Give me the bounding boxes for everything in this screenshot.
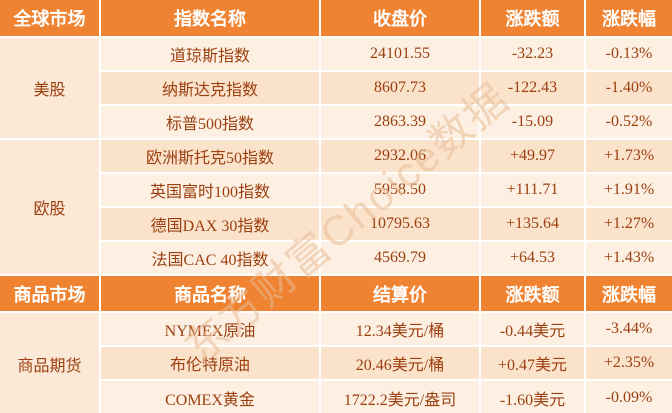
index-name-cell: 德国DAX 30指数	[99, 206, 321, 242]
header-index-name: 指数名称	[99, 0, 321, 38]
header-commodity-name: 商品名称	[99, 274, 321, 313]
table-row: 德国DAX 30指数 10795.63 +135.64 +1.27%	[0, 206, 672, 242]
change-cell: +135.64	[479, 206, 586, 242]
commodity-header-row: 商品市场 商品名称 结算价 涨跌额 涨跌幅	[0, 274, 672, 313]
change-cell: +49.97	[479, 138, 586, 174]
header-change-amount: 涨跌额	[479, 0, 586, 38]
header-close-price: 收盘价	[319, 0, 481, 38]
price-cell: 24101.55	[319, 36, 481, 72]
table-row: 美股 道琼斯指数 24101.55 -32.23 -0.13%	[0, 36, 672, 140]
pct-cell: -0.52%	[584, 104, 672, 140]
header-global-market: 全球市场	[0, 0, 101, 38]
change-cell: +0.47美元	[479, 345, 586, 381]
price-cell: 12.34美元/桶	[319, 311, 481, 347]
change-cell: -0.44美元	[479, 311, 586, 347]
table-row: 法国CAC 40指数 4569.79 +64.53 +1.43%	[0, 240, 672, 276]
index-name-cell: 法国CAC 40指数	[99, 240, 321, 276]
change-cell: +111.71	[479, 172, 586, 208]
table-row: 标普500指数 2863.39 -15.09 -0.52%	[0, 104, 672, 140]
table-row: 英国富时100指数 5958.50 +111.71 +1.91%	[0, 172, 672, 208]
change-cell: -15.09	[479, 104, 586, 140]
table-row: COMEX黄金 1722.2美元/盎司 -1.60美元 -0.09%	[0, 379, 672, 413]
header-change-pct: 涨跌幅	[584, 274, 672, 313]
pct-cell: +1.43%	[584, 240, 672, 276]
pct-cell: +1.91%	[584, 172, 672, 208]
pct-cell: +1.73%	[584, 138, 672, 174]
change-cell: +64.53	[479, 240, 586, 276]
group-label-us-stocks: 美股	[0, 36, 101, 140]
price-cell: 8607.73	[319, 70, 481, 106]
index-name-cell: 英国富时100指数	[99, 172, 321, 208]
commodity-name-cell: NYMEX原油	[99, 311, 321, 347]
price-cell: 5958.50	[319, 172, 481, 208]
table-row: 商品期货 NYMEX原油 12.34美元/桶 -0.44美元 -3.44%	[0, 311, 672, 413]
table-row: 布伦特原油 20.46美元/桶 +0.47美元 +2.35%	[0, 345, 672, 381]
change-cell: -122.43	[479, 70, 586, 106]
price-cell: 20.46美元/桶	[319, 345, 481, 381]
header-change-amount: 涨跌额	[479, 274, 586, 313]
price-cell: 10795.63	[319, 206, 481, 242]
index-name-cell: 标普500指数	[99, 104, 321, 140]
group-label-commodity-futures: 商品期货	[0, 311, 101, 413]
index-header-row: 全球市场 指数名称 收盘价 涨跌额 涨跌幅	[0, 0, 672, 38]
commodity-name-cell: 布伦特原油	[99, 345, 321, 381]
commodity-name-cell: COMEX黄金	[99, 379, 321, 413]
index-name-cell: 纳斯达克指数	[99, 70, 321, 106]
index-name-cell: 欧洲斯托克50指数	[99, 138, 321, 174]
pct-cell: -1.40%	[584, 70, 672, 106]
header-commodity-market: 商品市场	[0, 274, 101, 313]
header-settle-price: 结算价	[319, 274, 481, 313]
table-row: 欧股 欧洲斯托克50指数 2932.06 +49.97 +1.73%	[0, 138, 672, 276]
table-row: 纳斯达克指数 8607.73 -122.43 -1.40%	[0, 70, 672, 106]
header-change-pct: 涨跌幅	[584, 0, 672, 38]
change-cell: -1.60美元	[479, 379, 586, 413]
price-cell: 2932.06	[319, 138, 481, 174]
pct-cell: -0.13%	[584, 36, 672, 72]
index-name-cell: 道琼斯指数	[99, 36, 321, 72]
pct-cell: +2.35%	[584, 345, 672, 381]
pct-cell: -3.44%	[584, 311, 672, 347]
pct-cell: -0.09%	[584, 379, 672, 413]
pct-cell: +1.27%	[584, 206, 672, 242]
price-cell: 4569.79	[319, 240, 481, 276]
price-cell: 1722.2美元/盎司	[319, 379, 481, 413]
change-cell: -32.23	[479, 36, 586, 72]
price-cell: 2863.39	[319, 104, 481, 140]
group-label-eu-stocks: 欧股	[0, 138, 101, 276]
